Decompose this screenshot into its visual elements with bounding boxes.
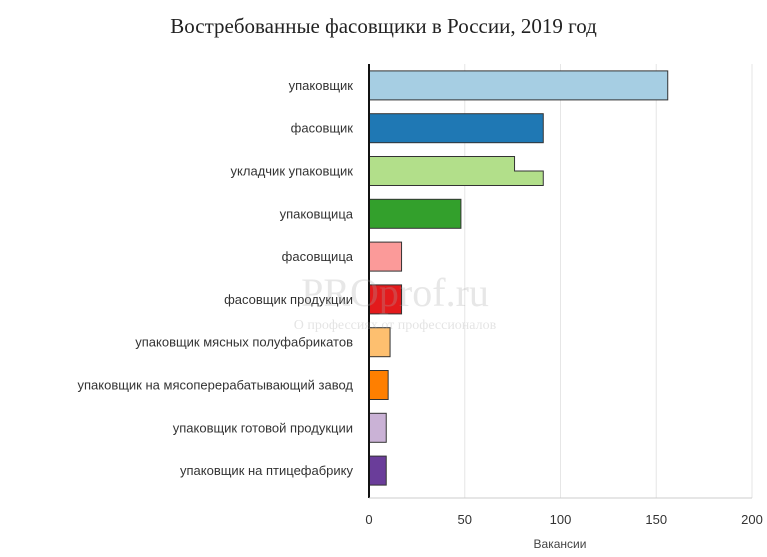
bar [368, 241, 403, 272]
category-label: фасовщица [282, 249, 354, 264]
category-labels: упаковщик фасовщик укладчик упаковщик упако… [77, 78, 353, 478]
category-label: укладчик упаковщик [231, 164, 354, 179]
x-tick-label: 100 [550, 512, 572, 527]
axes [368, 64, 752, 499]
category-label: упаковщик на птицефабрику [180, 463, 353, 478]
bars [368, 70, 669, 486]
category-label: упаковщик [289, 78, 354, 93]
category-label: упаковщик мясных полуфабрикатов [135, 335, 353, 350]
bar-seam [369, 170, 515, 172]
x-tick-label: 150 [645, 512, 667, 527]
tick-labels: 0 50 100 150 200 [365, 512, 762, 527]
category-label: упаковщик на мясоперерабатывающий завод [77, 378, 353, 393]
x-tick-label: 0 [365, 512, 372, 527]
category-label: упаковщица [280, 206, 354, 221]
category-label: фасовщик [291, 121, 354, 136]
category-label: упаковщик готовой продукции [173, 420, 353, 435]
chart-title: Востребованные фасовщики в России, 2019 … [170, 14, 597, 38]
bar [368, 284, 403, 315]
bar [368, 170, 544, 186]
bar [368, 370, 389, 400]
x-axis-label: Вакансии [533, 537, 587, 551]
bar [368, 198, 462, 229]
x-tick-label: 50 [458, 512, 472, 527]
bar [368, 70, 669, 101]
bar [368, 327, 391, 358]
bar [368, 412, 387, 443]
x-tick-label: 200 [741, 512, 763, 527]
bar [368, 113, 544, 144]
bar-secondary [368, 156, 516, 172]
bar [368, 455, 387, 486]
category-label: фасовщик продукции [224, 292, 353, 307]
